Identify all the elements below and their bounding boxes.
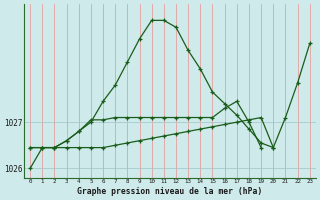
X-axis label: Graphe pression niveau de la mer (hPa): Graphe pression niveau de la mer (hPa) — [77, 187, 263, 196]
